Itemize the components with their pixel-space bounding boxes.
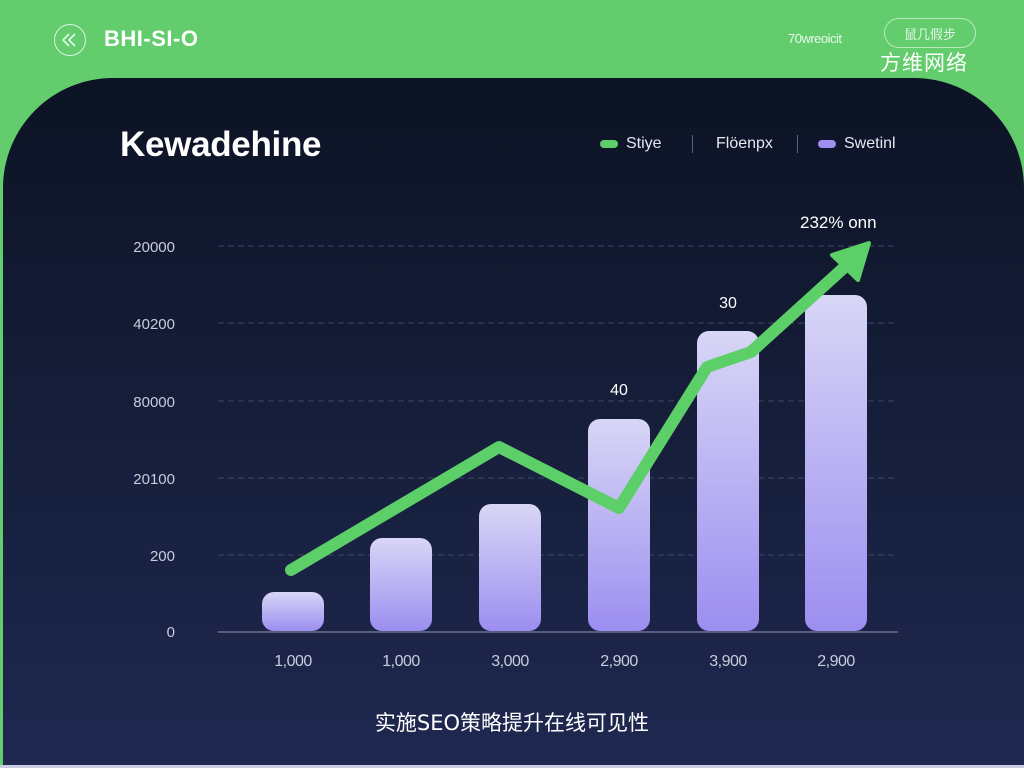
- trend-line: [285, 258, 854, 576]
- legend-divider: [797, 135, 798, 153]
- caption: 实施SEO策略提升在线可见性: [374, 711, 650, 735]
- legend-item-stiye[interactable]: Stiye: [600, 135, 662, 153]
- bar-value-label: 40: [610, 382, 628, 399]
- watermark: 方维网络: [880, 51, 968, 75]
- x-tick: 1,000: [274, 653, 312, 670]
- bar-value-label: 30: [719, 295, 737, 312]
- x-tick: 3,900: [709, 653, 747, 670]
- header-bar: BHI-SI-O 70wreoicit 鼠几假步: [0, 0, 1024, 80]
- x-tick: 2,900: [817, 653, 855, 670]
- y-tick: 0: [166, 624, 175, 641]
- back-chevrons-icon[interactable]: [54, 24, 86, 56]
- y-tick: 200: [149, 548, 175, 565]
- y-tick: 20000: [133, 239, 175, 256]
- legend-label: Flöenpx: [716, 135, 773, 152]
- legend-label: Swetinl: [844, 135, 896, 152]
- y-tick: 80000: [133, 394, 175, 411]
- growth-annotation: 232% onn: [800, 213, 877, 232]
- legend-swatch-green: [600, 140, 618, 148]
- brand-logo-text[interactable]: BHI-SI-O: [104, 26, 199, 51]
- y-tick: 40200: [133, 316, 175, 333]
- bottom-edge-strip: [0, 765, 1024, 768]
- legend-item-swetinl[interactable]: Swetinl: [818, 135, 896, 153]
- legend-divider: [692, 135, 693, 153]
- x-tick: 1,000: [382, 653, 420, 670]
- nav-pill-button[interactable]: 鼠几假步: [884, 18, 976, 48]
- bars: [262, 295, 867, 631]
- legend-label: Stiye: [626, 135, 662, 152]
- legend-item-floenpx[interactable]: Flöenpx: [716, 135, 773, 153]
- x-tick: 3,000: [491, 653, 529, 670]
- left-edge-strip: [0, 78, 3, 768]
- trend-arrowhead: [830, 241, 871, 282]
- legend-swatch-purple: [818, 140, 836, 148]
- chart-title: Kewadehine: [120, 125, 322, 164]
- gridlines: [218, 245, 898, 556]
- y-tick: 20100: [133, 471, 175, 488]
- nav-link[interactable]: 70wreoicit: [788, 31, 842, 46]
- x-tick: 2,900: [600, 653, 638, 670]
